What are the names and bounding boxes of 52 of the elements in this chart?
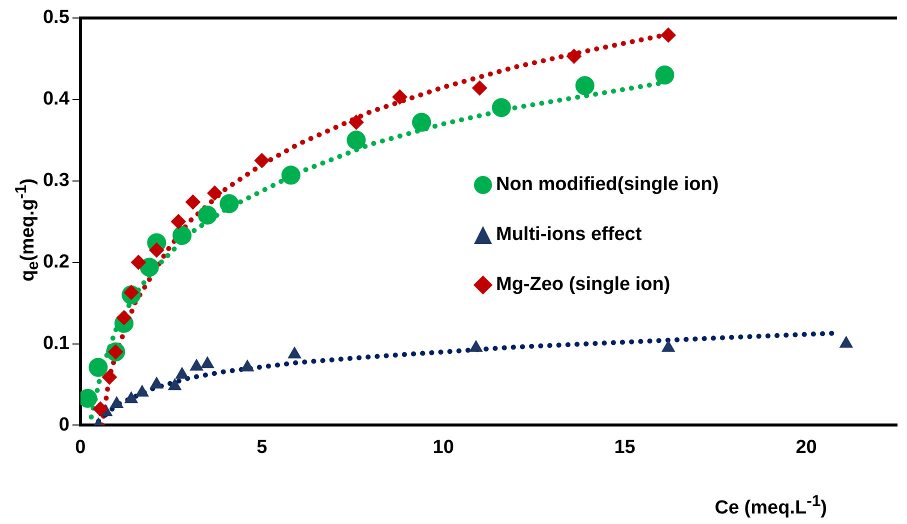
y-tick-label: 0.1	[42, 332, 70, 354]
point	[130, 254, 146, 270]
point	[220, 194, 239, 214]
point	[662, 340, 675, 352]
point	[92, 401, 108, 416]
point	[102, 370, 117, 385]
point	[469, 340, 483, 352]
point	[124, 392, 138, 404]
x-tick-label: 20	[796, 436, 817, 458]
x-axis-title: Ce (meq.L$^{-1}$)	[714, 493, 827, 520]
y-tick-label: 0.4	[42, 88, 70, 110]
point	[412, 112, 432, 132]
point	[472, 80, 488, 96]
point	[392, 89, 408, 104]
legend-label: Mg-Zeo (single ion)	[496, 274, 670, 296]
point	[149, 242, 164, 258]
point	[200, 356, 214, 368]
point	[140, 258, 159, 277]
point	[575, 76, 594, 96]
x-tick-label: 5	[256, 436, 268, 458]
point	[840, 336, 853, 348]
point	[492, 98, 511, 118]
point	[660, 28, 676, 43]
point	[136, 385, 149, 397]
point	[168, 378, 182, 390]
x-tick-label: 0	[75, 436, 86, 458]
point	[566, 48, 582, 64]
y-tick-label: 0.2	[42, 252, 70, 273]
y-tick-label: 0.5	[42, 7, 70, 28]
legend-label: Multi-ions effect	[496, 224, 642, 246]
point	[655, 66, 674, 85]
y-tick-label: 0.3	[42, 170, 70, 192]
x-tick-label: 10	[432, 436, 454, 458]
point	[198, 206, 217, 225]
point	[207, 186, 222, 201]
point	[190, 359, 204, 371]
point	[240, 360, 254, 372]
y-tick-label: 0	[58, 414, 70, 436]
point	[175, 367, 189, 379]
point	[348, 114, 364, 130]
point	[185, 194, 200, 210]
point	[172, 226, 192, 245]
point	[170, 214, 186, 230]
x-tick-label: 15	[614, 436, 636, 458]
point	[88, 358, 108, 377]
point	[346, 130, 366, 150]
point	[281, 166, 300, 185]
point	[110, 396, 124, 408]
point	[288, 346, 302, 358]
point	[254, 153, 270, 168]
legend-label: Non modified(single ion)	[496, 174, 719, 196]
point	[150, 376, 164, 388]
